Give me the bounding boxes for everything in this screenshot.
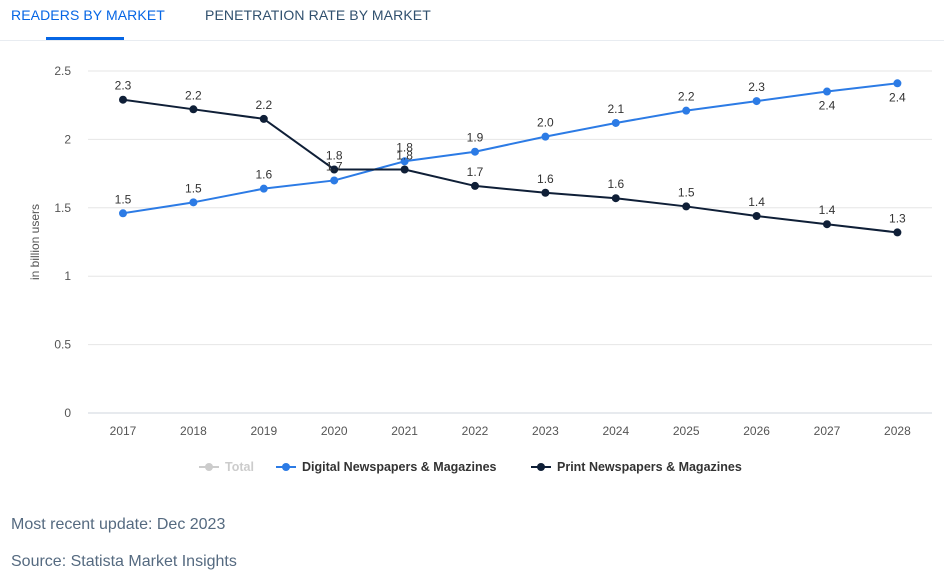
legend-print-label: Print Newspapers & Magazines: [557, 460, 742, 474]
data-point[interactable]: [259, 184, 268, 193]
y-tick-label: 0: [64, 406, 71, 420]
data-point[interactable]: [471, 181, 479, 190]
x-tick-label: 2020: [321, 424, 348, 438]
data-label: 2.3: [115, 79, 132, 93]
data-point[interactable]: [752, 212, 761, 221]
line-chart: 0 0.5 1 1.5 2 2.5 in billion users 2017 2018 2019…: [28, 64, 932, 438]
data-label: 1.6: [607, 177, 624, 191]
legend: Total Digital Newspapers & Magazines Pri…: [0, 460, 944, 478]
data-label: 1.7: [326, 159, 343, 173]
data-point[interactable]: [189, 198, 198, 207]
x-tick-label: 2027: [814, 424, 841, 438]
data-label: 2.4: [819, 99, 836, 113]
legend-item-digital[interactable]: Digital Newspapers & Magazines: [275, 460, 497, 474]
data-point[interactable]: [400, 165, 409, 174]
series-print-newspapers-magazines: [119, 95, 902, 237]
data-label: 1.9: [467, 131, 484, 145]
data-point[interactable]: [400, 157, 409, 166]
tab-bar: READERS BY MARKET PENETRATION RATE BY MA…: [0, 0, 944, 41]
y-tick-label: 1: [64, 269, 71, 283]
x-tick-label: 2017: [110, 424, 137, 438]
data-point[interactable]: [541, 188, 550, 197]
data-label: 1.5: [185, 181, 202, 195]
data-label: 2.2: [255, 98, 272, 112]
legend-total-label: Total: [225, 460, 254, 474]
x-tick-label: 2024: [602, 424, 629, 438]
data-point[interactable]: [119, 209, 127, 218]
data-point[interactable]: [330, 176, 339, 185]
data-point[interactable]: [893, 79, 902, 88]
active-tab-indicator: [46, 37, 124, 40]
legend-digital-symbol: [276, 463, 296, 471]
data-label: 2.0: [537, 116, 554, 130]
y-tick-label: 1.5: [54, 201, 71, 215]
x-tick-label: 2023: [532, 424, 559, 438]
data-label: 1.6: [537, 172, 554, 186]
data-point[interactable]: [330, 165, 339, 174]
data-point[interactable]: [189, 105, 198, 114]
legend-item-total[interactable]: Total: [198, 460, 254, 474]
x-tick-label: 2021: [391, 424, 418, 438]
tab-penetration-rate-by-market[interactable]: PENETRATION RATE BY MARKET: [205, 7, 431, 23]
data-label: 1.5: [678, 185, 695, 199]
data-point[interactable]: [823, 220, 831, 229]
tab-readers-by-market[interactable]: READERS BY MARKET: [11, 7, 165, 23]
series-line: [122, 98, 898, 234]
data-label: 2.4: [889, 90, 906, 104]
data-label: 1.5: [115, 192, 132, 206]
axes: 0 0.5 1 1.5 2 2.5 in billion users 2017 2018 2019…: [28, 64, 911, 438]
y-tick-label: 0.5: [54, 338, 71, 352]
legend-digital-label: Digital Newspapers & Magazines: [302, 460, 497, 474]
data-label: 1.8: [396, 140, 413, 154]
data-point[interactable]: [823, 87, 831, 96]
data-label: 2.1: [607, 102, 624, 116]
data-point[interactable]: [541, 132, 550, 141]
legend-item-print[interactable]: Print Newspapers & Magazines: [530, 460, 742, 474]
source-note: Source: Statista Market Insights: [11, 553, 237, 570]
x-tick-label: 2028: [884, 424, 911, 438]
data-label: 2.3: [748, 80, 765, 94]
data-label: 1.4: [819, 203, 836, 217]
data-label: 2.2: [678, 90, 695, 104]
x-tick-label: 2026: [743, 424, 770, 438]
data-point[interactable]: [611, 194, 620, 203]
series: [119, 79, 902, 237]
x-tick-label: 2022: [462, 424, 489, 438]
update-note: Most recent update: Dec 2023: [11, 516, 226, 533]
data-point[interactable]: [752, 97, 761, 106]
data-label: 1.8: [326, 148, 343, 162]
y-axis-label: in billion users: [28, 204, 42, 280]
data-point[interactable]: [682, 202, 691, 211]
data-label: 1.4: [748, 195, 765, 209]
x-tick-label: 2018: [180, 424, 207, 438]
data-label: 2.2: [185, 88, 202, 102]
data-point[interactable]: [471, 147, 479, 156]
data-point[interactable]: [611, 118, 620, 127]
legend-print-symbol: [531, 463, 551, 471]
data-point[interactable]: [259, 114, 268, 123]
data-label: 1.6: [255, 168, 272, 182]
data-labels: 1.51.51.61.71.81.92.02.12.22.32.42.42.32…: [115, 79, 906, 226]
data-point[interactable]: [119, 95, 127, 104]
data-label: 1.7: [467, 165, 484, 179]
series-digital-newspapers-magazines: [119, 79, 902, 218]
x-tick-label: 2025: [673, 424, 700, 438]
y-tick-label: 2.5: [54, 64, 71, 78]
legend-total-symbol: [199, 463, 219, 471]
data-label: 1.8: [396, 148, 413, 162]
grid-lines: [88, 70, 932, 414]
series-line: [122, 82, 898, 215]
data-point[interactable]: [682, 106, 691, 115]
y-tick-label: 2: [64, 132, 71, 146]
data-label: 1.3: [889, 211, 906, 225]
data-point[interactable]: [893, 228, 902, 237]
x-tick-label: 2019: [250, 424, 277, 438]
